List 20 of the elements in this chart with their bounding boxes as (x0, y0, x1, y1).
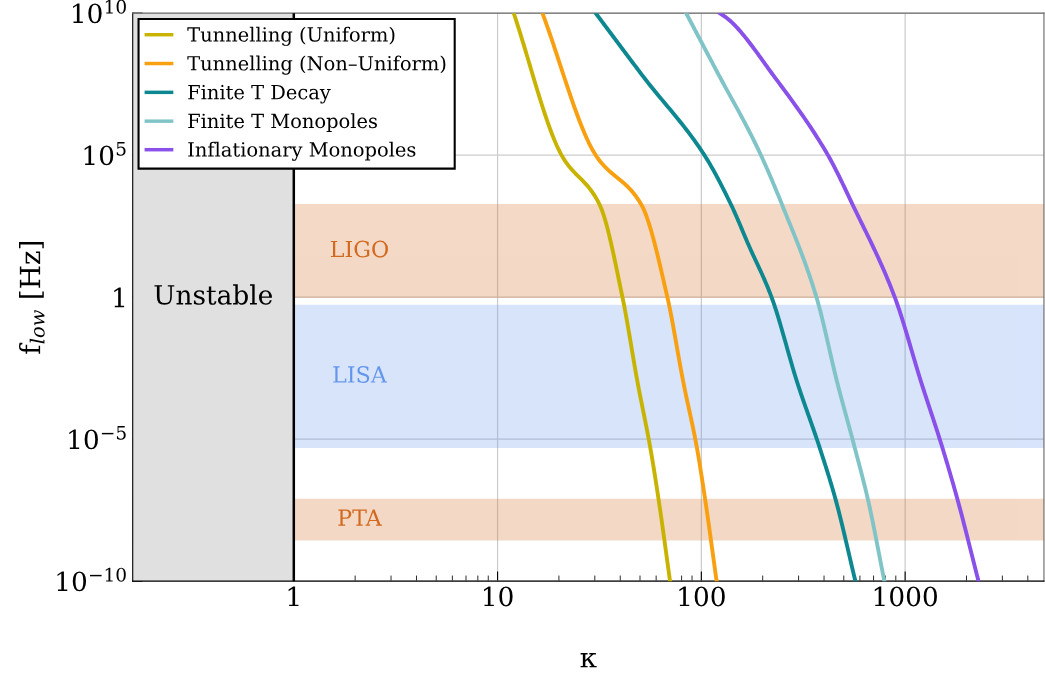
y-tick-label: 10$^{−10}$ (57, 567, 126, 592)
x-tick-label: 100 (679, 586, 725, 607)
y-tick-label: 10$^{10}$ (73, 0, 126, 24)
legend-label: Finite T Decay (188, 84, 331, 104)
x-axis-title: κ (580, 652, 597, 668)
y-tick-label: 10$^{5}$ (84, 141, 126, 166)
band-label: LISA (333, 366, 388, 383)
band-label: Unstable (154, 284, 272, 305)
legend-label: Finite T Monopoles (188, 113, 377, 133)
band-label: LIGO (330, 240, 388, 258)
band-label: PTA (338, 509, 382, 526)
x-tick-label: 10 (484, 586, 513, 607)
x-tick-label: 1 (288, 586, 299, 607)
y-axis-title: f$_{low}$ [Hz] (19, 241, 45, 354)
y-tick-label: 1 (114, 287, 125, 308)
y-tick-label: 10$^{−5}$ (69, 425, 126, 450)
x-tick-label: 1000 (874, 586, 937, 607)
legend-label: Tunnelling (Uniform) (187, 26, 395, 46)
legend-label: Tunnelling (Non–Uniform) (187, 55, 446, 75)
legend-label: Inflationary Monopoles (188, 141, 416, 161)
